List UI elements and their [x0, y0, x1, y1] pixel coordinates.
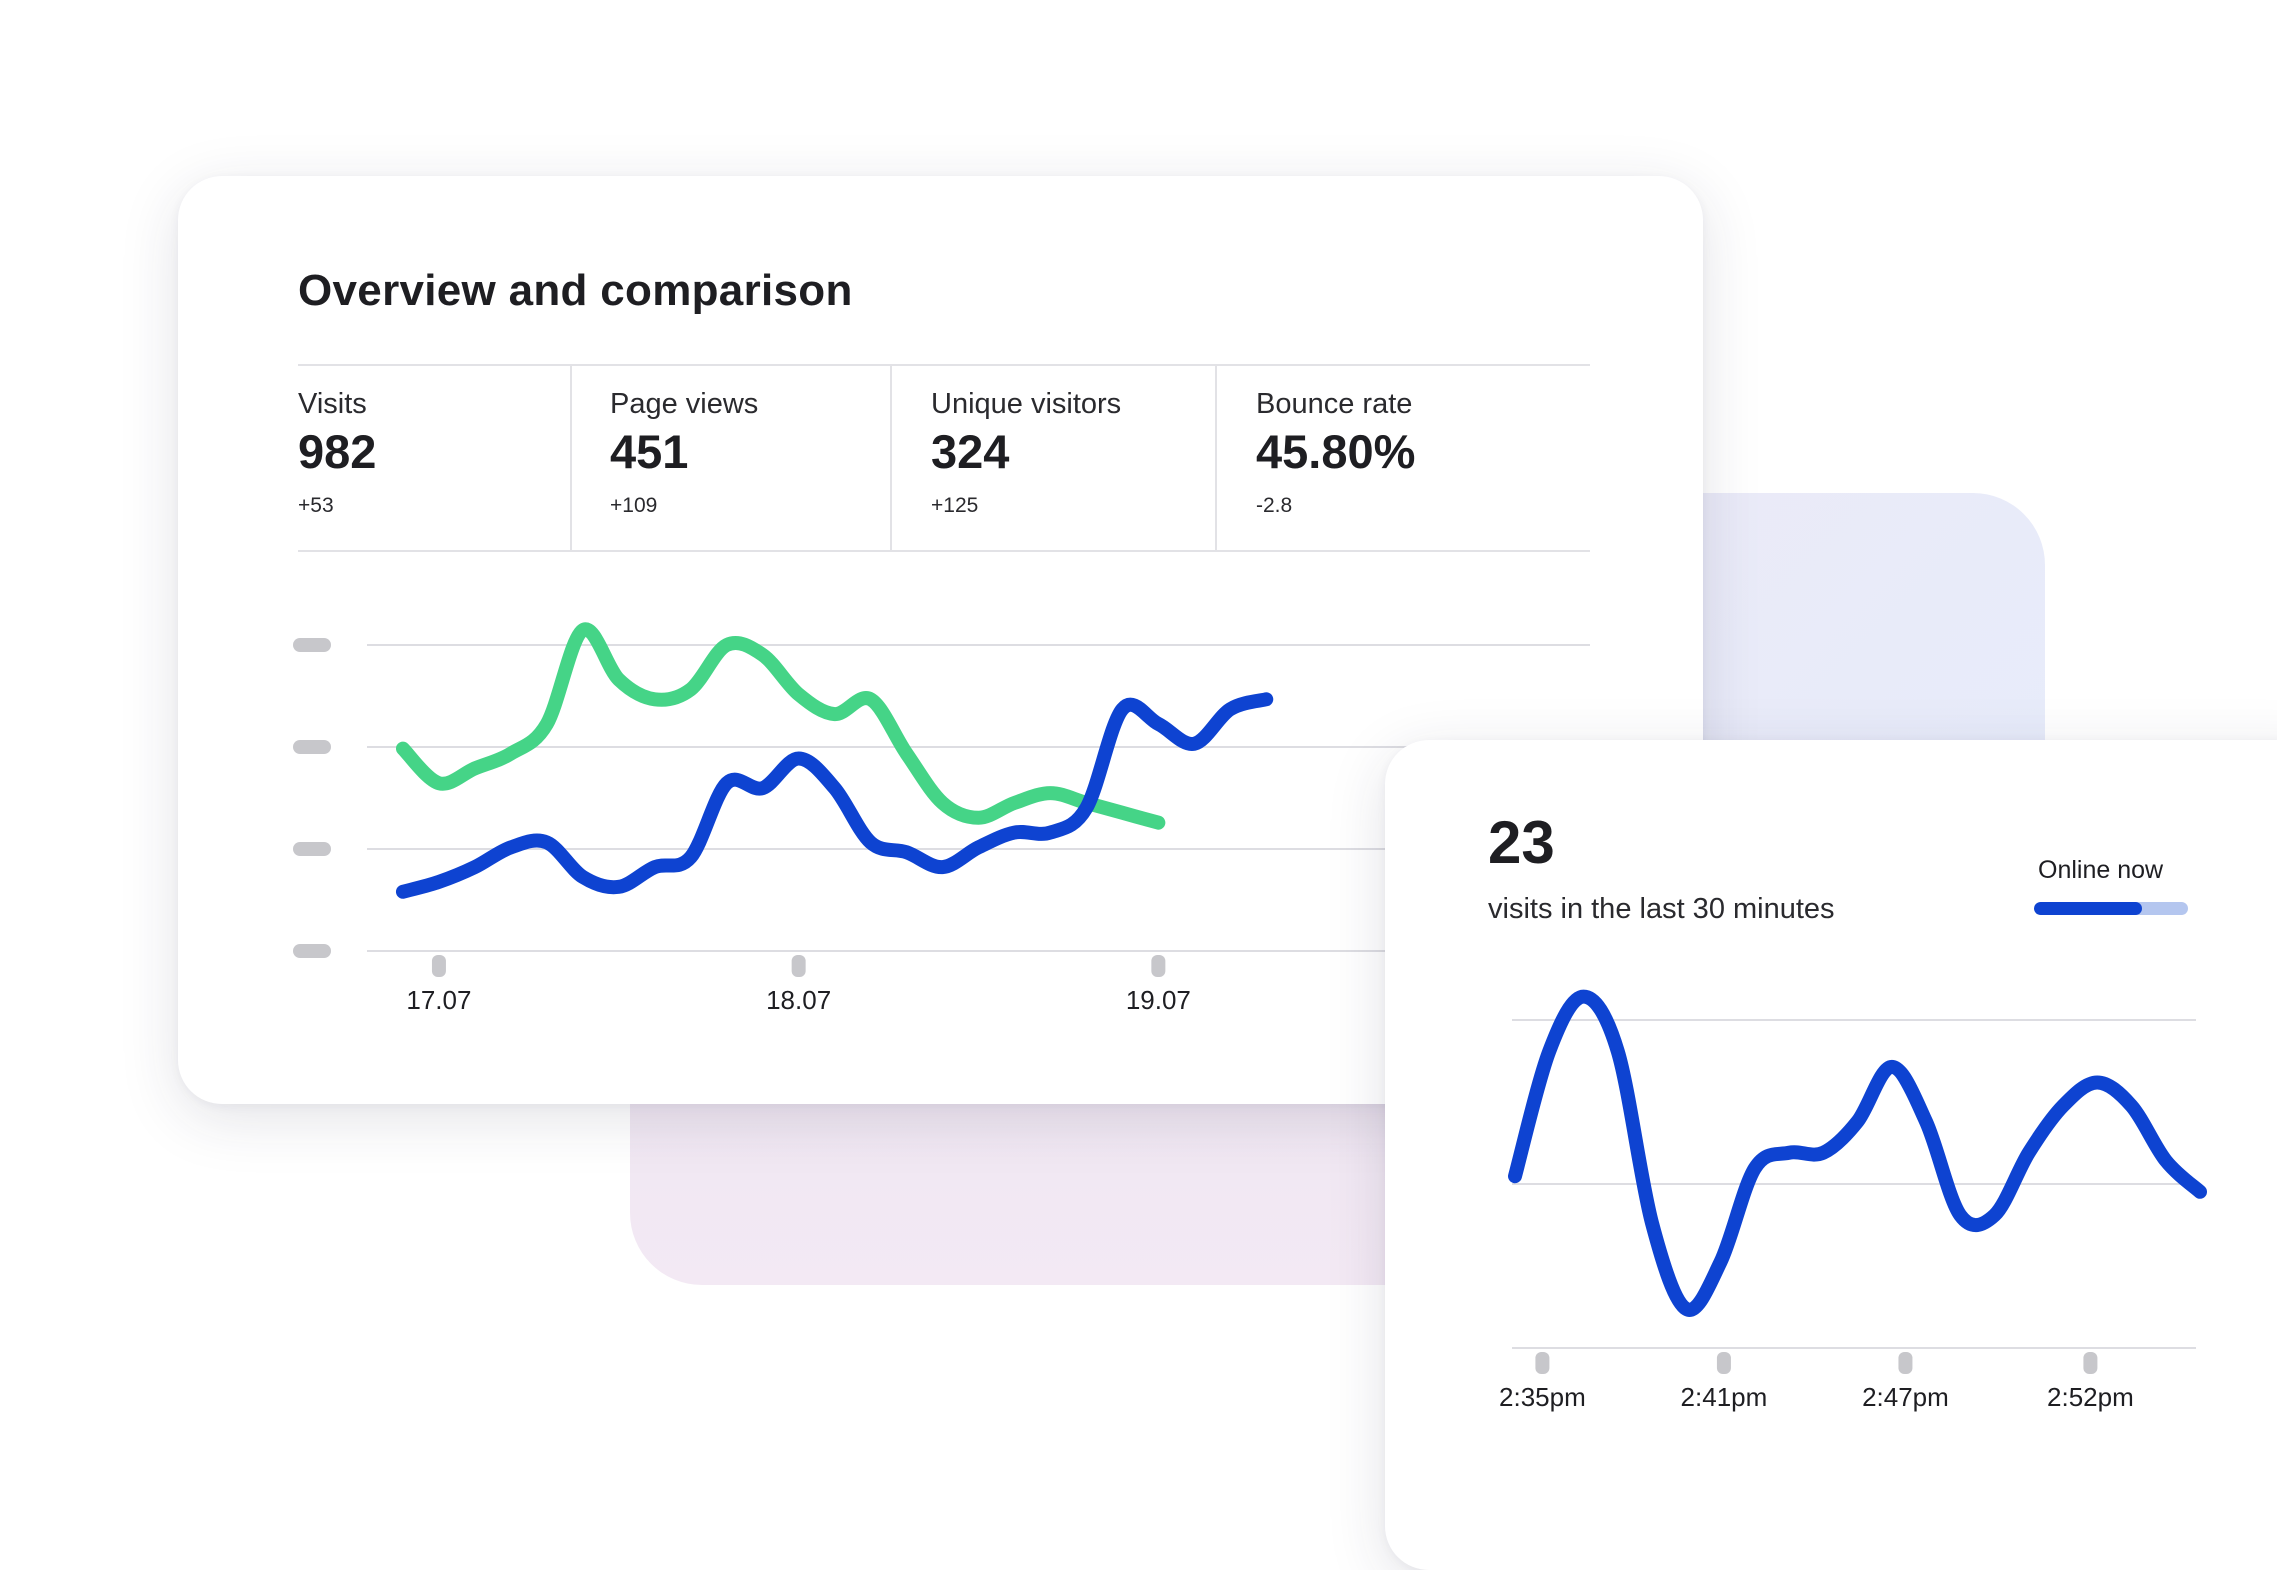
y-tick-mark [293, 638, 331, 652]
online-now-label: Online now [2038, 856, 2164, 884]
kpi-value: 982 [298, 425, 377, 478]
kpi-delta: +109 [610, 494, 658, 517]
overview-title: Overview and comparison [298, 266, 853, 315]
x-tick-mark [1716, 1352, 1731, 1374]
kpi-value: 45.80% [1256, 425, 1416, 478]
x-tick-mark [1151, 955, 1166, 977]
kpi-label: Page views [610, 388, 759, 420]
live-chart: 2:35pm 2:41pm 2:47pm 2:52pm [1499, 989, 2207, 1412]
x-tick-label: 2:35pm [1499, 1382, 1586, 1412]
online-now-bar-fill [2034, 902, 2142, 915]
y-tick-mark [293, 842, 331, 856]
overview-chart: 17.07 18.07 19.07 [293, 622, 1590, 1015]
y-tick-mark [293, 740, 331, 754]
x-tick-label: 17.07 [406, 985, 471, 1015]
kpi-visits[interactable]: Visits 982 +53 [298, 366, 572, 550]
series-line [395, 622, 1166, 830]
kpi-row: Visits 982 +53 Page views 451 +109 Uniqu… [298, 364, 1590, 552]
x-tick-label: 18.07 [766, 985, 831, 1015]
live-visits-caption: visits in the last 30 minutes [1488, 893, 1835, 925]
x-tick-label: 2:52pm [2047, 1382, 2134, 1412]
kpi-bounce-rate[interactable]: Bounce rate 45.80% -2.8 [1217, 366, 1590, 550]
kpi-delta: +125 [931, 494, 979, 517]
kpi-label: Bounce rate [1256, 388, 1413, 420]
kpi-value: 451 [610, 425, 689, 478]
x-tick-label: 19.07 [1126, 985, 1191, 1015]
x-tick-mark [1535, 1352, 1550, 1374]
y-tick-mark [293, 944, 331, 958]
series-line [1508, 989, 2207, 1317]
kpi-delta: +53 [298, 494, 334, 517]
online-now-bar [2034, 902, 2188, 915]
kpi-page-views[interactable]: Page views 451 +109 [572, 366, 892, 550]
kpi-label: Unique visitors [931, 388, 1122, 420]
x-tick-label: 2:41pm [1681, 1382, 1768, 1412]
x-tick-mark [431, 955, 446, 977]
kpi-unique-visitors[interactable]: Unique visitors 324 +125 [892, 366, 1217, 550]
kpi-delta: -2.8 [1256, 494, 1293, 517]
live-visit-count: 23 [1488, 809, 1555, 876]
x-tick-mark [2083, 1352, 2098, 1374]
x-tick-mark [1898, 1352, 1913, 1374]
kpi-label: Visits [298, 388, 367, 420]
series-line [395, 692, 1274, 899]
x-tick-mark [791, 955, 806, 977]
x-tick-label: 2:47pm [1862, 1382, 1949, 1412]
kpi-value: 324 [931, 425, 1010, 478]
